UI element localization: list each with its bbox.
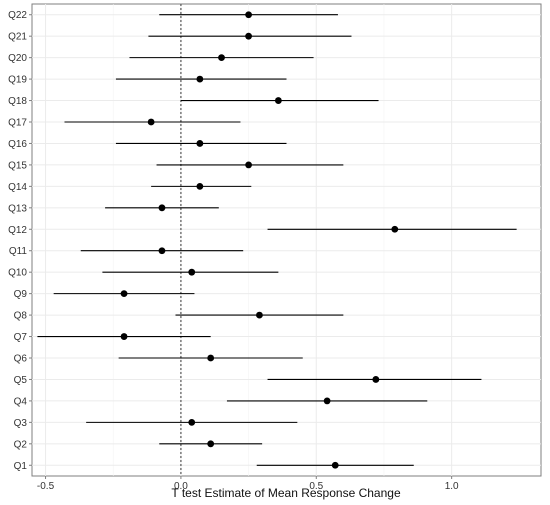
point-q20 xyxy=(218,54,225,62)
point-q2 xyxy=(207,440,215,448)
y-tick-label-q13: Q13 xyxy=(8,203,27,214)
y-tick-label-q19: Q19 xyxy=(8,75,27,86)
x-tick-label: 0.0 xyxy=(174,481,188,492)
y-tick-label-q9: Q9 xyxy=(14,289,28,300)
estimate-points xyxy=(120,11,399,469)
y-tick-label-q8: Q8 xyxy=(14,311,28,322)
point-q13 xyxy=(158,204,166,212)
point-q6 xyxy=(207,354,215,362)
point-q22 xyxy=(245,11,252,19)
x-axis: -0.5 0.0 0.5 1.0 xyxy=(37,476,459,492)
x-tick-label: 1.0 xyxy=(445,481,459,492)
y-tick-label-q17: Q17 xyxy=(8,118,27,129)
point-q11 xyxy=(158,247,166,255)
y-tick-label-q14: Q14 xyxy=(8,182,27,193)
point-q12 xyxy=(391,225,399,233)
point-q10 xyxy=(188,268,196,276)
point-q18 xyxy=(274,97,282,104)
y-tick-label-q22: Q22 xyxy=(8,10,27,21)
point-q19 xyxy=(196,75,204,83)
point-q16 xyxy=(196,140,204,147)
y-tick-label-q18: Q18 xyxy=(8,96,27,107)
y-tick-label-q4: Q4 xyxy=(14,396,28,407)
x-tick-label: 0.5 xyxy=(309,481,323,492)
y-tick-label-q16: Q16 xyxy=(8,139,27,150)
y-tick-label-q21: Q21 xyxy=(8,32,27,43)
point-q3 xyxy=(188,418,196,426)
y-tick-label-q12: Q12 xyxy=(8,225,27,236)
y-tick-label-q7: Q7 xyxy=(14,332,28,343)
y-axis: Q1 Q2 Q3 Q4 Q5 Q6 Q7 Q8 Q9 Q10 Q11 Q12 Q13 Q14 Q15 Q16 Q… xyxy=(8,10,32,472)
point-q1 xyxy=(331,461,339,469)
point-q4 xyxy=(323,397,331,405)
point-q9 xyxy=(120,290,128,298)
y-tick-label-q11: Q11 xyxy=(9,246,28,257)
x-tick-label: -0.5 xyxy=(37,481,55,492)
point-q15 xyxy=(245,161,252,169)
y-tick-label-q5: Q5 xyxy=(14,375,28,386)
point-q7 xyxy=(120,333,128,340)
point-q17 xyxy=(147,118,155,126)
y-tick-label-q20: Q20 xyxy=(8,53,27,64)
point-q14 xyxy=(196,182,204,190)
point-q5 xyxy=(372,376,380,383)
y-tick-label-q3: Q3 xyxy=(14,418,28,429)
point-q21 xyxy=(245,32,252,40)
y-tick-label-q10: Q10 xyxy=(8,268,27,279)
y-tick-label-q1: Q1 xyxy=(14,461,28,472)
point-q8 xyxy=(256,311,263,319)
y-tick-label-q2: Q2 xyxy=(14,439,28,450)
plot-panel xyxy=(31,3,542,477)
y-tick-label-q15: Q15 xyxy=(8,160,27,171)
y-tick-label-q6: Q6 xyxy=(14,354,28,365)
x-axis-title: T test Estimate of Mean Response Change xyxy=(171,486,401,500)
